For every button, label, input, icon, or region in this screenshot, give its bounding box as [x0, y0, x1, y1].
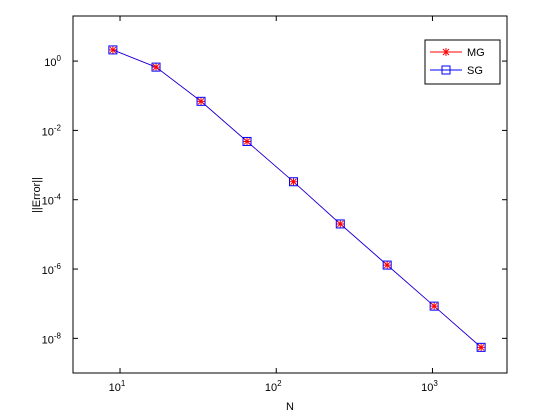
marker [108, 45, 117, 54]
marker [430, 302, 439, 311]
marker [151, 62, 161, 72]
tick-label: 100 [44, 54, 61, 69]
tick-label: 10-2 [42, 123, 62, 138]
marker [197, 97, 206, 106]
marker [476, 342, 486, 352]
marker [429, 301, 439, 311]
marker [477, 343, 486, 352]
legend-box [424, 39, 501, 85]
x-axis-label: N [286, 401, 294, 413]
marker [242, 136, 252, 146]
tick-label: 10-4 [42, 193, 62, 208]
marker [289, 177, 298, 186]
marker [335, 219, 345, 229]
marker [108, 45, 118, 55]
marker [152, 63, 161, 72]
tick-label: 102 [265, 379, 282, 394]
marker [289, 177, 299, 187]
legend-marker [441, 65, 451, 75]
y-axis-label: ||Error|| [31, 177, 43, 213]
tick-label: 101 [109, 379, 126, 394]
legend-label: MG [467, 47, 485, 59]
tick-label: 103 [421, 379, 438, 394]
tick-label: 10-8 [42, 331, 62, 346]
marker [336, 219, 345, 228]
legend-label: SG [467, 65, 483, 77]
tick-label: 10-6 [42, 262, 62, 277]
marker [383, 261, 392, 270]
marker [243, 137, 252, 146]
marker [382, 260, 392, 270]
legend-marker [442, 48, 450, 56]
marker [196, 96, 206, 106]
